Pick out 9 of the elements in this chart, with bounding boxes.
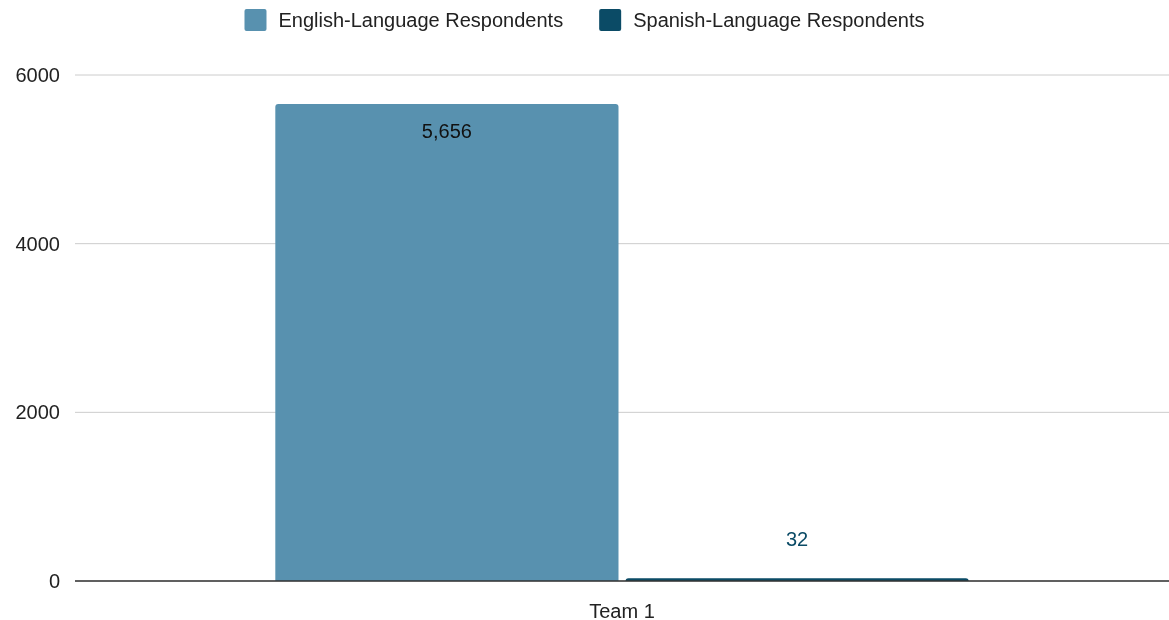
data-label: 32 bbox=[785, 528, 809, 551]
y-tick-label: 4000 bbox=[15, 232, 60, 255]
data-label: 5,656 bbox=[421, 120, 472, 143]
y-tick-label: 0 bbox=[48, 569, 60, 592]
legend-label: Spanish-Language Respondents bbox=[633, 9, 925, 31]
y-tick-label: 2000 bbox=[15, 401, 60, 424]
x-tick-label: Team 1 bbox=[589, 600, 655, 620]
legend-label: English-Language Respondents bbox=[278, 9, 564, 31]
y-tick-label: 6000 bbox=[15, 63, 60, 86]
